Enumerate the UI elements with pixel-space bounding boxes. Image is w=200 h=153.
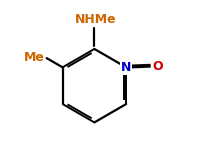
Text: Me: Me xyxy=(24,51,45,64)
Text: NHMe: NHMe xyxy=(75,13,116,26)
Text: O: O xyxy=(151,60,162,73)
Text: N: N xyxy=(120,61,131,74)
